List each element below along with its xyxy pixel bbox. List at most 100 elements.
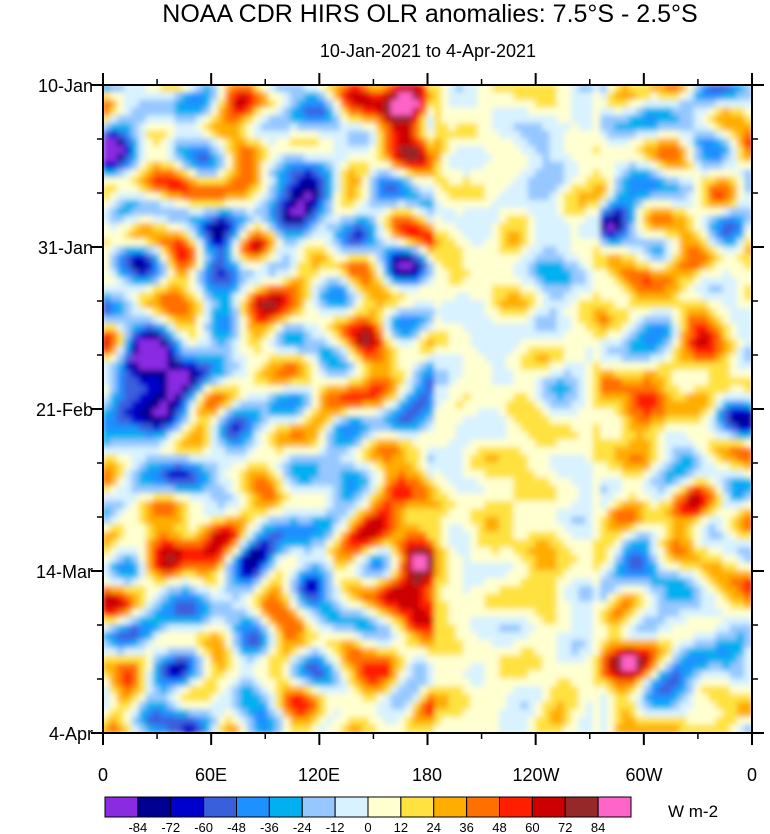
field-cell: [116, 85, 126, 94]
field-cell: [405, 92, 414, 102]
field-cell: [426, 369, 436, 379]
field-cell: [470, 107, 479, 117]
field-cell: [643, 300, 652, 310]
field-cell: [578, 261, 587, 271]
field-cell: [657, 284, 667, 294]
field-cell: [426, 215, 436, 225]
field-cell: [103, 254, 111, 264]
field-cell: [311, 477, 320, 487]
field-cell: [419, 500, 429, 510]
field-cell: [729, 416, 739, 426]
field-cell: [131, 284, 140, 294]
field-cell: [116, 269, 126, 279]
field-cell: [152, 323, 162, 333]
field-cell: [152, 107, 162, 117]
field-cell: [354, 416, 364, 426]
field-cell: [347, 315, 356, 325]
field-cell: [477, 400, 486, 410]
field-cell: [362, 284, 371, 294]
field-cell: [434, 254, 443, 264]
field-cell: [325, 122, 335, 132]
field-cell: [224, 184, 234, 194]
field-cell: [744, 192, 752, 202]
field-cell: [232, 146, 241, 156]
field-cell: [592, 207, 602, 217]
field-cell: [354, 323, 364, 333]
field-cell: [174, 192, 183, 202]
field-cell: [261, 269, 270, 279]
field-cell: [643, 362, 652, 372]
field-cell: [700, 246, 710, 256]
field-cell: [736, 184, 746, 194]
field-cell: [138, 308, 147, 318]
field-cell: [246, 308, 256, 318]
field-cell: [563, 431, 573, 441]
field-cell: [109, 207, 119, 217]
field-cell: [535, 223, 544, 233]
field-cell: [174, 130, 183, 140]
field-cell: [217, 99, 227, 109]
field-cell: [362, 230, 371, 240]
field-cell: [708, 254, 717, 264]
field-cell: [297, 508, 306, 518]
field-cell: [736, 315, 746, 325]
field-cell: [708, 92, 717, 102]
field-cell: [426, 254, 436, 264]
field-cell: [520, 416, 530, 426]
field-cell: [571, 115, 580, 125]
field-cell: [224, 354, 234, 364]
field-cell: [592, 138, 602, 148]
field-cell: [700, 115, 710, 125]
field-cell: [513, 408, 522, 418]
field-cell: [657, 308, 667, 318]
field-cell: [160, 331, 169, 341]
field-cell: [253, 485, 263, 495]
field-cell: [275, 416, 284, 426]
field-cell: [152, 400, 162, 410]
field-cell: [103, 176, 111, 186]
field-cell: [585, 184, 594, 194]
field-cell: [672, 146, 681, 156]
field-cell: [650, 408, 659, 418]
field-cell: [700, 392, 710, 402]
field-cell: [491, 184, 501, 194]
field-cell: [527, 230, 537, 240]
field-cell: [304, 470, 313, 480]
field-cell: [527, 485, 537, 495]
field-cell: [369, 230, 378, 240]
field-cell: [333, 230, 342, 240]
field-cell: [455, 400, 465, 410]
field-cell: [160, 146, 169, 156]
field-cell: [333, 346, 342, 356]
field-cell: [462, 431, 472, 441]
field-cell: [124, 377, 133, 387]
field-cell: [203, 493, 212, 503]
field-cell: [614, 308, 623, 318]
field-cell: [405, 184, 414, 194]
field-cell: [441, 346, 450, 356]
field-cell: [282, 207, 292, 217]
field-cell: [542, 85, 551, 94]
field-cell: [188, 423, 198, 433]
field-cell: [491, 200, 501, 210]
field-cell: [268, 470, 277, 480]
field-cell: [210, 323, 219, 333]
field-cell: [282, 362, 292, 372]
field-cell: [585, 138, 594, 148]
field-cell: [693, 146, 703, 156]
field-cell: [181, 431, 191, 441]
field-cell: [289, 230, 299, 240]
field-cell: [124, 261, 133, 271]
field-cell: [116, 423, 126, 433]
field-cell: [138, 146, 147, 156]
field-cell: [289, 153, 299, 163]
field-cell: [253, 138, 263, 148]
field-cell: [217, 423, 227, 433]
field-cell: [650, 323, 659, 333]
field-cell: [599, 107, 609, 117]
field-cell: [491, 292, 501, 302]
field-cell: [484, 454, 493, 464]
field-cell: [535, 338, 544, 348]
field-cell: [434, 269, 443, 279]
field-cell: [708, 423, 717, 433]
